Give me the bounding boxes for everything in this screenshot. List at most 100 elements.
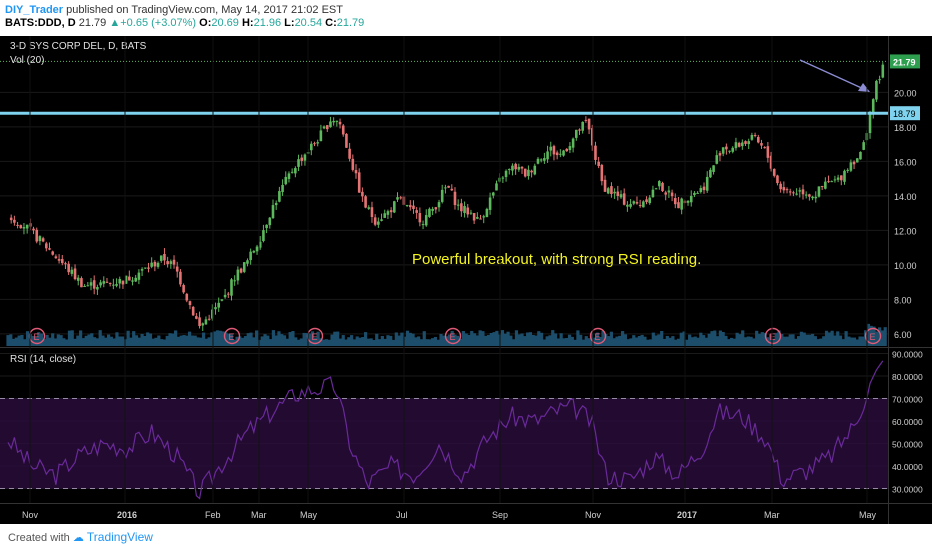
volume-bar — [861, 336, 865, 346]
volume-bar — [260, 336, 264, 346]
candle-body — [364, 196, 367, 208]
volume-bar — [850, 337, 854, 346]
candle-body — [705, 176, 709, 191]
candle-body — [855, 158, 859, 163]
candle-body — [878, 79, 881, 81]
candle-body — [875, 80, 878, 100]
candle-body — [80, 278, 83, 288]
volume-bar — [411, 333, 415, 346]
volume-bar — [570, 336, 574, 346]
candle-body — [73, 268, 77, 280]
price-tick-label: 8.00 — [894, 295, 912, 305]
candle-body — [271, 205, 275, 218]
candle-body — [182, 285, 185, 293]
author-link[interactable]: DIY_Trader — [5, 4, 64, 16]
price-tick-label: 10.00 — [894, 261, 917, 271]
volume-bar — [707, 333, 711, 346]
candle-body — [453, 191, 457, 206]
candle-body — [584, 119, 588, 121]
tradingview-brand[interactable]: TradingView — [86, 530, 153, 544]
volume-bar — [640, 334, 644, 346]
candle-body — [689, 195, 693, 203]
candle-body — [121, 280, 125, 285]
rsi-tick-label: 70.0000 — [892, 395, 923, 405]
volume-bar — [129, 337, 133, 346]
volume-bar — [380, 335, 384, 346]
candle-body — [108, 282, 112, 284]
volume-bar — [512, 339, 516, 346]
volume-bar — [79, 330, 83, 346]
candle-body — [686, 200, 690, 203]
volume-bar — [567, 334, 572, 346]
candle-body — [377, 221, 380, 225]
volume-bar — [866, 323, 871, 346]
candle-body — [156, 262, 160, 267]
candle-body — [559, 153, 562, 155]
candle-body — [262, 230, 265, 242]
volume-bar — [218, 330, 222, 346]
candle-body — [581, 121, 584, 131]
candle-body — [871, 99, 875, 113]
candle-body — [226, 293, 230, 295]
candle-body — [185, 293, 189, 301]
volume-bar — [632, 335, 636, 346]
candle-body — [428, 208, 431, 217]
volume-bar — [447, 334, 451, 346]
candle-body — [827, 181, 830, 183]
candle-body — [741, 142, 744, 147]
candle-body — [514, 163, 517, 170]
volume-bar — [576, 330, 580, 346]
candle-body — [96, 287, 99, 290]
chart-svg[interactable]: 6.00 8.00 10.00 12.00 14.00 16.00 18.00 20.00 18… — [0, 36, 932, 524]
rsi-tick-label: 90.0000 — [892, 350, 923, 360]
volume-bar — [579, 334, 583, 346]
volume-bar — [375, 333, 379, 346]
volume-bar — [836, 331, 840, 346]
candle-body — [236, 269, 240, 281]
volume-bar — [539, 332, 544, 346]
volume-bar — [302, 332, 306, 346]
time-tick-label: Sep — [492, 510, 508, 520]
volume-bar — [11, 338, 16, 346]
volume-bar — [322, 339, 326, 346]
candle-body — [332, 120, 335, 123]
candle-body — [351, 158, 355, 170]
volume-bar — [9, 334, 13, 346]
volume-bar — [59, 335, 63, 346]
candle-body — [817, 186, 821, 197]
candle-body — [370, 207, 374, 218]
chart-area[interactable]: 6.00 8.00 10.00 12.00 14.00 16.00 18.00 20.00 18… — [0, 36, 932, 524]
candle-body — [408, 205, 412, 208]
volume-bar — [771, 338, 776, 346]
candle-body — [536, 158, 540, 164]
volume-bar — [112, 338, 116, 346]
candle-body — [99, 282, 102, 286]
volume-bar — [721, 331, 725, 346]
volume-bar — [310, 331, 315, 346]
candle-body — [833, 179, 837, 181]
candle-body — [562, 150, 565, 156]
candle-body — [38, 236, 42, 242]
candle-body — [782, 187, 786, 191]
volume-bar — [704, 337, 709, 346]
volume-bar — [534, 335, 538, 346]
candle-body — [725, 146, 728, 150]
volume-bar — [724, 335, 728, 346]
volume-bar — [308, 333, 312, 346]
candle-body — [575, 129, 578, 138]
volume-bar — [215, 330, 220, 346]
candle-body — [22, 227, 26, 229]
volume-bar — [584, 336, 588, 346]
volume-bar — [39, 333, 44, 346]
candle-body — [680, 198, 683, 210]
volume-bar — [774, 332, 778, 346]
price-tick-label: 20.00 — [894, 88, 917, 98]
candle-body — [622, 193, 626, 205]
volume-bar — [199, 337, 203, 346]
candle-body — [488, 197, 492, 210]
candle-body — [673, 198, 677, 205]
candle-body — [393, 201, 396, 213]
candle-body — [150, 262, 153, 267]
volume-bar — [25, 331, 30, 346]
candle-body — [437, 202, 441, 208]
